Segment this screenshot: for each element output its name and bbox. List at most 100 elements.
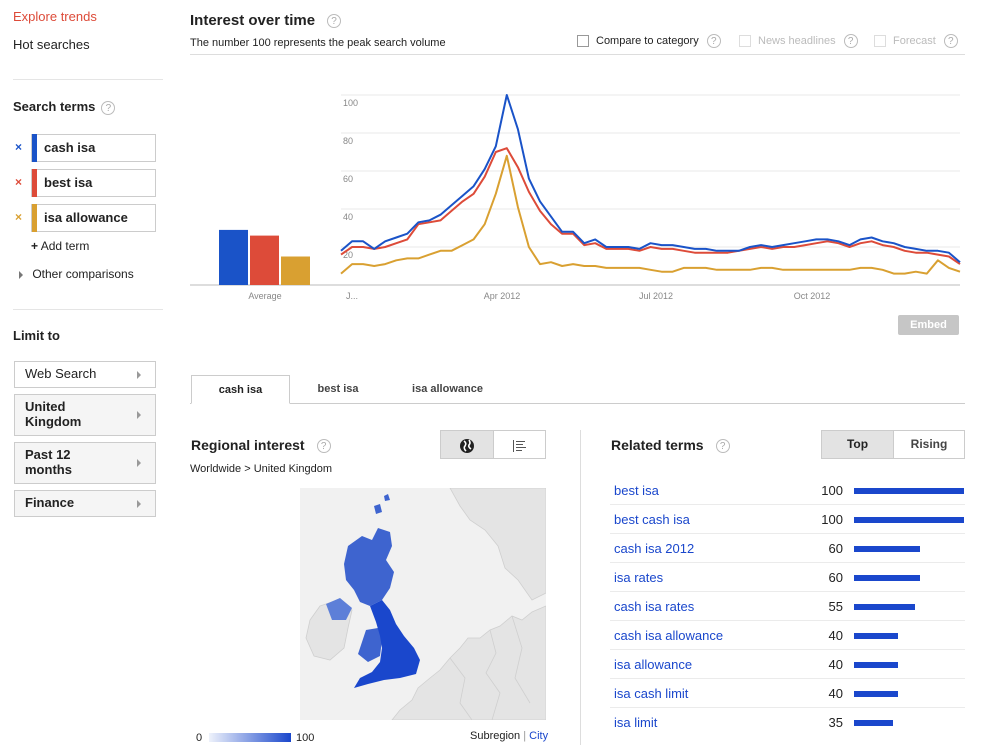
- related-term-link[interactable]: isa rates: [614, 570, 664, 585]
- filter-time-range[interactable]: Past 12 months: [14, 442, 156, 484]
- filter-country[interactable]: United Kingdom: [14, 394, 156, 436]
- term-row-1: × cash isa: [13, 134, 158, 162]
- related-title: Related terms: [611, 437, 704, 453]
- forecast-label: Forecast: [893, 34, 936, 47]
- related-bar: [854, 633, 898, 639]
- color-swatch: [32, 134, 37, 162]
- average-bar: [281, 256, 310, 285]
- filter-category[interactable]: Finance: [14, 490, 156, 517]
- related-bar: [854, 604, 915, 610]
- series-line-3: [340, 154, 961, 275]
- term-row-3: × isa allowance: [13, 204, 158, 232]
- compare-label: Compare to category: [596, 34, 699, 47]
- other-comparisons-link[interactable]: Other comparisons: [19, 267, 134, 281]
- related-row: isa rates 60: [610, 563, 965, 592]
- filter-web-search[interactable]: Web Search: [14, 361, 156, 388]
- related-toggle: Top Rising: [821, 430, 965, 459]
- tab-isa-allowance[interactable]: isa allowance: [412, 383, 483, 395]
- news-checkbox: [739, 35, 751, 47]
- interest-chart[interactable]: 100 80 60 40 20 Average J... Apr 2012 Jul 2012 Oc…: [190, 85, 965, 305]
- chevron-right-icon: [137, 499, 141, 508]
- related-value: 60: [828, 570, 843, 585]
- help-icon: ?: [943, 34, 958, 48]
- term-box-cash-isa[interactable]: cash isa: [31, 134, 156, 162]
- rising-button[interactable]: Rising: [893, 431, 964, 458]
- term-box-isa-allowance[interactable]: isa allowance: [31, 204, 156, 232]
- term-box-best-isa[interactable]: best isa: [31, 169, 156, 197]
- y-tick-label: 20: [343, 250, 353, 260]
- help-icon[interactable]: ?: [706, 34, 721, 48]
- color-swatch: [32, 204, 37, 232]
- crumb-separator: >: [244, 463, 251, 475]
- x-tick-label: J...: [346, 291, 358, 301]
- interest-over-time-heading: Interest over time?: [190, 12, 342, 29]
- map-view-button[interactable]: [441, 431, 493, 458]
- related-term-link[interactable]: cash isa allowance: [614, 628, 724, 643]
- uk-map: [300, 487, 547, 721]
- remove-term-2-icon[interactable]: ×: [15, 175, 23, 189]
- compare-checkbox[interactable]: [577, 35, 589, 47]
- interest-title: Interest over time: [190, 12, 316, 29]
- add-term-label: Add term: [40, 239, 90, 253]
- divider: [580, 430, 581, 745]
- average-label: Average: [248, 291, 281, 301]
- crumb-worldwide[interactable]: Worldwide: [190, 463, 242, 475]
- chevron-right-icon: [137, 411, 141, 419]
- compare-category-option[interactable]: Compare to category?: [577, 34, 721, 48]
- remove-term-1-icon[interactable]: ×: [15, 140, 23, 154]
- related-row: isa limit 35: [610, 708, 965, 737]
- related-value: 40: [828, 628, 843, 643]
- related-term-link[interactable]: best isa: [614, 483, 659, 498]
- explore-trends-link[interactable]: Explore trends: [13, 9, 97, 24]
- y-tick-label: 40: [343, 212, 353, 222]
- tab-best-isa[interactable]: best isa: [317, 383, 359, 395]
- add-term-link[interactable]: + Add term: [31, 239, 89, 253]
- list-icon: [512, 439, 526, 452]
- term-label: best isa: [44, 175, 93, 190]
- series-line-1: [340, 94, 961, 263]
- city-link[interactable]: City: [529, 730, 549, 742]
- related-term-link[interactable]: cash isa 2012: [614, 541, 695, 556]
- limit-to-heading: Limit to: [13, 328, 60, 343]
- regional-map[interactable]: [300, 487, 547, 721]
- x-tick-label: Jul 2012: [639, 291, 673, 301]
- term-label: isa allowance: [44, 210, 128, 225]
- globe-icon: [460, 438, 474, 453]
- related-value: 100: [821, 512, 843, 527]
- help-icon[interactable]: ?: [715, 439, 730, 454]
- list-view-button[interactable]: [493, 431, 545, 458]
- x-tick-label: Apr 2012: [484, 291, 521, 301]
- remove-term-3-icon[interactable]: ×: [15, 210, 23, 224]
- related-bar: [854, 575, 920, 581]
- subregion-link[interactable]: Subregion: [470, 730, 521, 742]
- help-icon[interactable]: ?: [101, 100, 116, 115]
- sidebar: Explore trends Hot searches Search terms…: [0, 0, 170, 745]
- search-terms-label: Search terms: [13, 99, 96, 114]
- related-term-link[interactable]: isa allowance: [614, 657, 693, 672]
- top-button[interactable]: Top: [822, 431, 893, 458]
- chevron-right-icon: [137, 459, 141, 467]
- embed-button[interactable]: Embed: [898, 315, 959, 335]
- forecast-checkbox: [874, 35, 886, 47]
- help-icon[interactable]: ?: [316, 439, 331, 454]
- resolution-toggle: Subregion | City: [470, 730, 548, 742]
- related-term-link[interactable]: best cash isa: [614, 512, 690, 527]
- related-term-link[interactable]: isa limit: [614, 715, 658, 730]
- series-line-2: [340, 147, 961, 265]
- related-value: 60: [828, 541, 843, 556]
- news-headlines-option: News headlines?: [739, 34, 858, 48]
- related-term-link[interactable]: cash isa rates: [614, 599, 695, 614]
- color-scale: [209, 733, 291, 742]
- filter-label: Web Search: [25, 366, 97, 381]
- other-comparisons-label: Other comparisons: [32, 267, 134, 281]
- y-tick-label: 60: [343, 174, 353, 184]
- related-bar: [854, 720, 893, 726]
- help-icon[interactable]: ?: [327, 14, 342, 29]
- related-term-link[interactable]: isa cash limit: [614, 686, 689, 701]
- y-tick-label: 100: [343, 98, 358, 108]
- related-value: 40: [828, 657, 843, 672]
- search-terms-heading: Search terms?: [13, 99, 116, 115]
- related-bar: [854, 546, 920, 552]
- hot-searches-link[interactable]: Hot searches: [13, 37, 90, 52]
- tab-cash-isa[interactable]: cash isa: [191, 375, 290, 404]
